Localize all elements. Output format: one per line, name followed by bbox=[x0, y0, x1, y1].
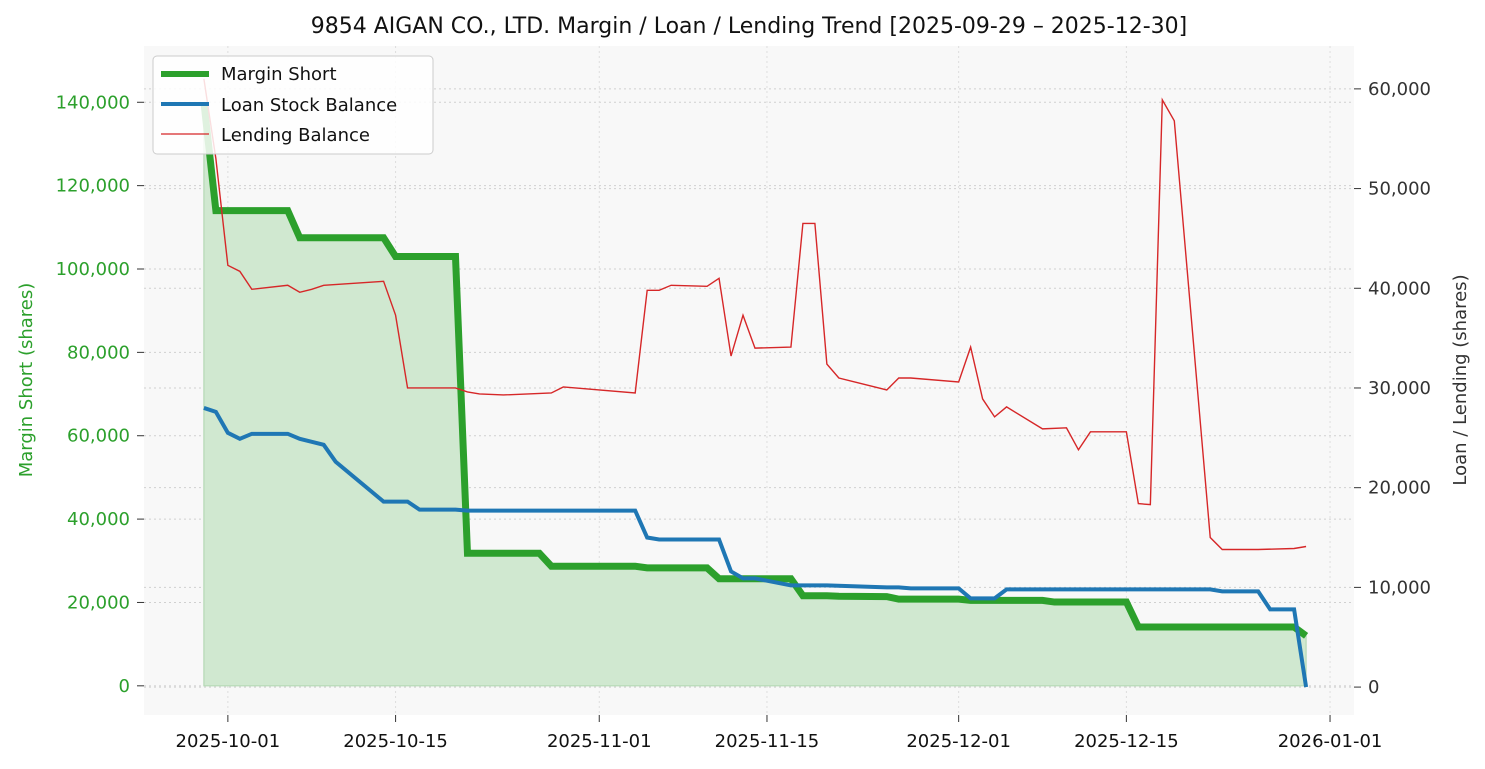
x-tick-label: 2025-10-15 bbox=[343, 731, 448, 752]
x-tick-label: 2025-11-01 bbox=[547, 731, 652, 752]
y-left-tick-label: 120,000 bbox=[56, 176, 130, 197]
y-left-tick-label: 80,000 bbox=[67, 342, 130, 363]
legend: Margin Short Loan Stock Balance Lending … bbox=[152, 55, 434, 155]
y-left-tick-label: 0 bbox=[119, 676, 130, 697]
loan-stock-balance-line bbox=[203, 406, 1309, 688]
lending-balance-line bbox=[203, 78, 1307, 551]
x-tick-label: 2026-01-01 bbox=[1278, 731, 1383, 752]
y-right-tick-label: 50,000 bbox=[1368, 179, 1431, 200]
chart-title: 9854 AIGAN CO., LTD. Margin / Loan / Len… bbox=[311, 14, 1188, 39]
x-tick-label: 2025-12-01 bbox=[906, 731, 1011, 752]
x-tick-label: 2025-11-15 bbox=[715, 731, 820, 752]
legend-label-loan-stock-balance: Loan Stock Balance bbox=[221, 95, 397, 116]
y-axis-left-label: Margin Short (shares) bbox=[16, 283, 37, 478]
y-right-tick-label: 10,000 bbox=[1368, 577, 1431, 598]
x-tick-label: 2025-10-01 bbox=[176, 731, 281, 752]
y-left-tick-label: 20,000 bbox=[67, 592, 130, 613]
y-axis-right-label: Loan / Lending (shares) bbox=[1450, 274, 1471, 485]
legend-label-margin-short: Margin Short bbox=[221, 64, 337, 85]
y-right-tick-label: 40,000 bbox=[1368, 278, 1431, 299]
y-right-tick-label: 30,000 bbox=[1368, 378, 1431, 399]
series-layer bbox=[200, 78, 1309, 688]
axes: 0 20,000 40,000 60,000 80,000 100,000 120,000 1… bbox=[56, 79, 1431, 752]
legend-box bbox=[152, 55, 434, 155]
x-tick-label: 2025-12-15 bbox=[1074, 731, 1179, 752]
y-left-tick-label: 40,000 bbox=[67, 509, 130, 530]
y-left-tick-label: 100,000 bbox=[56, 259, 130, 280]
y-right-tick-label: 60,000 bbox=[1368, 79, 1431, 100]
y-right-tick-label: 20,000 bbox=[1368, 478, 1431, 499]
y-right-tick-label: 0 bbox=[1368, 677, 1379, 698]
y-left-tick-label: 60,000 bbox=[67, 426, 130, 447]
legend-label-lending-balance: Lending Balance bbox=[221, 125, 370, 146]
y-left-tick-label: 140,000 bbox=[56, 92, 130, 113]
